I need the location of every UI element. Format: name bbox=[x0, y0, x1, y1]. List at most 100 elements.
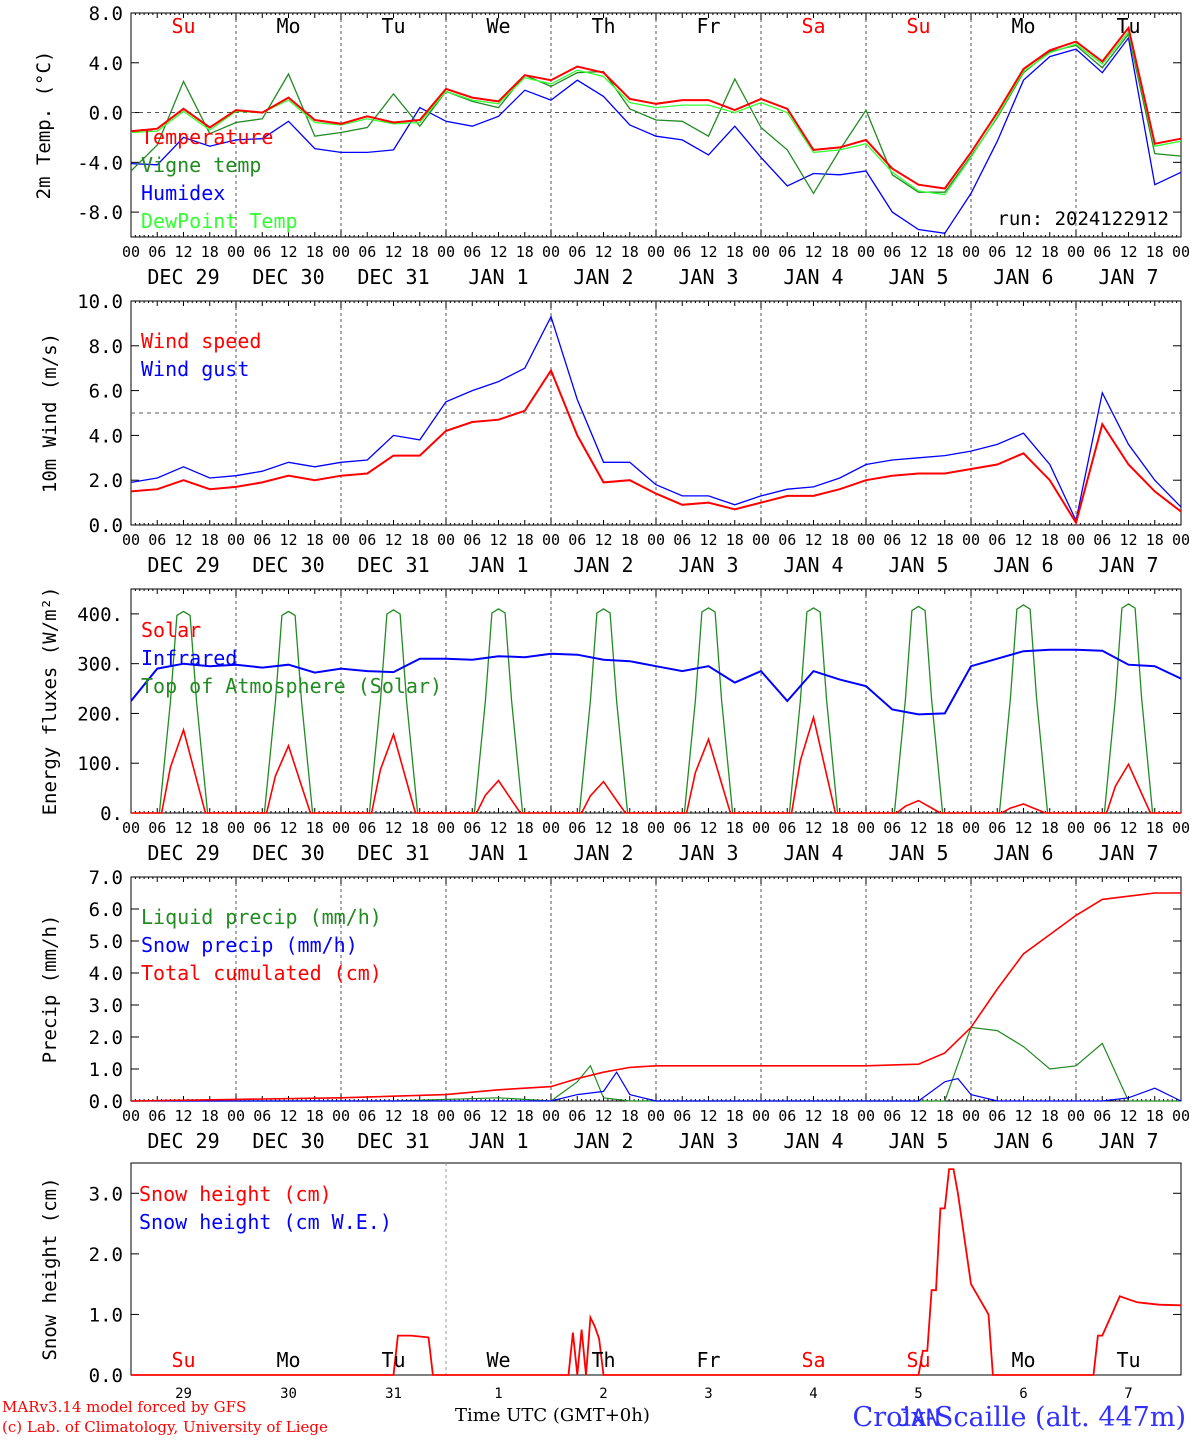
hour-tick-label: 18 bbox=[726, 1107, 744, 1125]
hour-tick-label: 00 bbox=[122, 531, 140, 549]
hour-tick-label: 18 bbox=[516, 819, 534, 837]
precip-y-tick-label: 0.0 bbox=[89, 1091, 123, 1113]
hour-tick-label: 00 bbox=[647, 531, 665, 549]
hour-tick-label: 06 bbox=[988, 243, 1006, 261]
snow-day-number: 3 bbox=[704, 1386, 712, 1402]
wind-y-tick-label: 2.0 bbox=[89, 470, 123, 492]
wind-y-tick-label: 0.0 bbox=[89, 515, 123, 537]
snow-day-number: 7 bbox=[1124, 1386, 1132, 1402]
hour-tick-label: 00 bbox=[122, 243, 140, 261]
date-label: JAN 3 bbox=[678, 841, 738, 865]
hour-tick-label: 18 bbox=[831, 531, 849, 549]
hour-tick-label: 06 bbox=[358, 819, 376, 837]
hour-tick-label: 06 bbox=[253, 819, 271, 837]
temp-legend-3: DewPoint Temp bbox=[141, 209, 298, 233]
snow-day-name: Th bbox=[591, 1348, 615, 1372]
date-label: JAN 4 bbox=[783, 265, 843, 289]
hour-tick-label: 12 bbox=[174, 1107, 192, 1125]
hour-tick-label: 12 bbox=[174, 819, 192, 837]
snow-day-name: We bbox=[486, 1348, 510, 1372]
date-label: DEC 29 bbox=[147, 841, 219, 865]
snow-day-name: Tu bbox=[1116, 1348, 1140, 1372]
temp-y-tick-label: 0.0 bbox=[89, 103, 123, 125]
hour-tick-label: 00 bbox=[752, 819, 770, 837]
energy-y-tick-label: 300. bbox=[77, 654, 123, 676]
temp-legend-2: Humidex bbox=[141, 181, 225, 205]
hour-tick-label: 00 bbox=[857, 531, 875, 549]
hour-tick-label: 06 bbox=[883, 819, 901, 837]
date-label: JAN 2 bbox=[573, 1129, 633, 1153]
energy-y-tick-label: 100. bbox=[77, 753, 123, 775]
hour-tick-label: 18 bbox=[936, 1107, 954, 1125]
hour-tick-label: 18 bbox=[621, 243, 639, 261]
hour-tick-label: 18 bbox=[411, 1107, 429, 1125]
wind-y-tick-label: 4.0 bbox=[89, 425, 123, 447]
hour-tick-label: 18 bbox=[516, 531, 534, 549]
hour-tick-label: 00 bbox=[332, 1107, 350, 1125]
hour-tick-label: 06 bbox=[253, 1107, 271, 1125]
hour-tick-label: 06 bbox=[778, 1107, 796, 1125]
hour-tick-label: 12 bbox=[1014, 1107, 1032, 1125]
hour-tick-label: 06 bbox=[463, 1107, 481, 1125]
energy-legend-0: Solar bbox=[141, 618, 201, 642]
hour-tick-label: 12 bbox=[384, 1107, 402, 1125]
date-label: DEC 30 bbox=[252, 1129, 324, 1153]
hour-tick-label: 00 bbox=[857, 1107, 875, 1125]
time-axis-label: Time UTC (GMT+0h) bbox=[455, 1405, 650, 1426]
hour-tick-label: 06 bbox=[148, 243, 166, 261]
date-label: DEC 30 bbox=[252, 553, 324, 577]
date-label: JAN 1 bbox=[468, 841, 528, 865]
date-label: JAN 4 bbox=[783, 841, 843, 865]
hour-tick-label: 18 bbox=[936, 819, 954, 837]
temp-y-tick-label: -4.0 bbox=[77, 152, 123, 174]
snow-legend-1: Snow height (cm W.E.) bbox=[139, 1210, 392, 1234]
hour-tick-label: 06 bbox=[358, 1107, 376, 1125]
snow-day-name: Fr bbox=[696, 1348, 720, 1372]
temp-legend-0: Temperature bbox=[141, 125, 273, 149]
snow-day-number: 30 bbox=[280, 1386, 297, 1402]
date-label: DEC 30 bbox=[252, 841, 324, 865]
hour-tick-label: 12 bbox=[1119, 531, 1137, 549]
snow-day-name: Mo bbox=[1011, 1348, 1035, 1372]
wind-frame bbox=[130, 300, 1182, 526]
hour-tick-label: 18 bbox=[201, 243, 219, 261]
hour-tick-label: 00 bbox=[1172, 531, 1190, 549]
temp-series-3 bbox=[130, 30, 1182, 196]
hour-tick-label: 12 bbox=[594, 243, 612, 261]
precip-y-tick-label: 2.0 bbox=[89, 1027, 123, 1049]
hour-tick-label: 06 bbox=[463, 819, 481, 837]
hour-tick-label: 00 bbox=[1067, 819, 1085, 837]
hour-tick-label: 18 bbox=[1041, 819, 1059, 837]
hour-tick-label: 18 bbox=[201, 1107, 219, 1125]
snow-day-number: 6 bbox=[1019, 1386, 1027, 1402]
wind-series-1 bbox=[130, 314, 1182, 523]
date-label: DEC 30 bbox=[252, 265, 324, 289]
date-label: JAN 3 bbox=[678, 265, 738, 289]
hour-tick-label: 12 bbox=[804, 531, 822, 549]
hour-tick-label: 18 bbox=[726, 243, 744, 261]
hour-tick-label: 00 bbox=[227, 819, 245, 837]
hour-tick-label: 12 bbox=[1014, 819, 1032, 837]
hour-tick-label: 00 bbox=[437, 243, 455, 261]
hour-tick-label: 00 bbox=[647, 1107, 665, 1125]
date-label: JAN 5 bbox=[888, 1129, 948, 1153]
hour-tick-label: 18 bbox=[1146, 1107, 1164, 1125]
hour-tick-label: 06 bbox=[883, 243, 901, 261]
hour-tick-label: 18 bbox=[411, 531, 429, 549]
snow-day-name: Sa bbox=[801, 1348, 825, 1372]
snow-y-tick-label: 2.0 bbox=[89, 1244, 123, 1266]
hour-tick-label: 12 bbox=[594, 531, 612, 549]
hour-tick-label: 06 bbox=[1093, 243, 1111, 261]
energy-series-solar bbox=[131, 714, 1181, 814]
hour-tick-label: 06 bbox=[1093, 531, 1111, 549]
date-label: JAN 2 bbox=[573, 841, 633, 865]
hour-tick-label: 06 bbox=[568, 1107, 586, 1125]
hour-tick-label: 00 bbox=[227, 531, 245, 549]
hour-tick-label: 18 bbox=[726, 531, 744, 549]
hour-tick-label: 06 bbox=[988, 531, 1006, 549]
hour-tick-label: 12 bbox=[489, 531, 507, 549]
hour-tick-label: 06 bbox=[463, 243, 481, 261]
temp-day-name: We bbox=[486, 14, 510, 38]
hour-tick-label: 12 bbox=[804, 1107, 822, 1125]
